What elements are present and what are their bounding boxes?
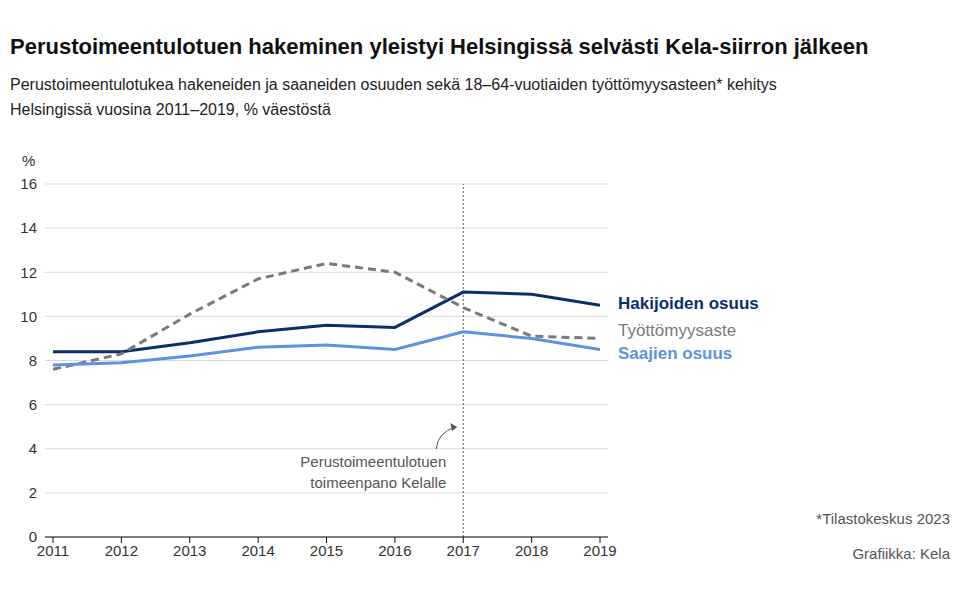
svg-text:2017: 2017	[447, 542, 480, 559]
svg-text:10: 10	[20, 308, 37, 325]
svg-text:2018: 2018	[515, 542, 548, 559]
svg-text:2019: 2019	[583, 542, 616, 559]
svg-text:Työttömyysaste: Työttömyysaste	[618, 321, 736, 340]
html-text:Grafiikka: Kela: Grafiikka: Kela	[852, 545, 950, 562]
svg-text:6: 6	[29, 396, 37, 413]
svg-text:8: 8	[29, 352, 37, 369]
html-text:Helsingissä vuosina 2011–2019,: Helsingissä vuosina 2011–2019, % väestös…	[10, 101, 331, 118]
html-text:Perustoimeentulotuen hakeminen: Perustoimeentulotuen hakeminen yleistyi …	[10, 34, 869, 59]
svg-text:Hakijoiden osuus: Hakijoiden osuus	[618, 294, 759, 313]
svg-text:2014: 2014	[241, 542, 274, 559]
svg-text:2015: 2015	[310, 542, 343, 559]
svg-text:0: 0	[29, 528, 37, 545]
svg-text:Perustoimeentulotuentoimeenpan: Perustoimeentulotuentoimeenpano Kelalle	[300, 453, 446, 491]
svg-text:2013: 2013	[173, 542, 206, 559]
svg-text:4: 4	[29, 440, 37, 457]
svg-text:12: 12	[20, 264, 37, 281]
html-text:*Tilastokeskus 2023: *Tilastokeskus 2023	[816, 510, 950, 527]
svg-text:14: 14	[20, 219, 37, 236]
html-text:Perustoimeentulotukea hakeneid: Perustoimeentulotukea hakeneiden ja saan…	[10, 76, 777, 93]
svg-text:16: 16	[20, 175, 37, 192]
svg-text:2011: 2011	[37, 542, 69, 559]
svg-text:2: 2	[29, 484, 37, 501]
svg-text:Saajien osuus: Saajien osuus	[618, 344, 732, 363]
svg-text:2016: 2016	[378, 542, 411, 559]
svg-text:2012: 2012	[105, 542, 138, 559]
